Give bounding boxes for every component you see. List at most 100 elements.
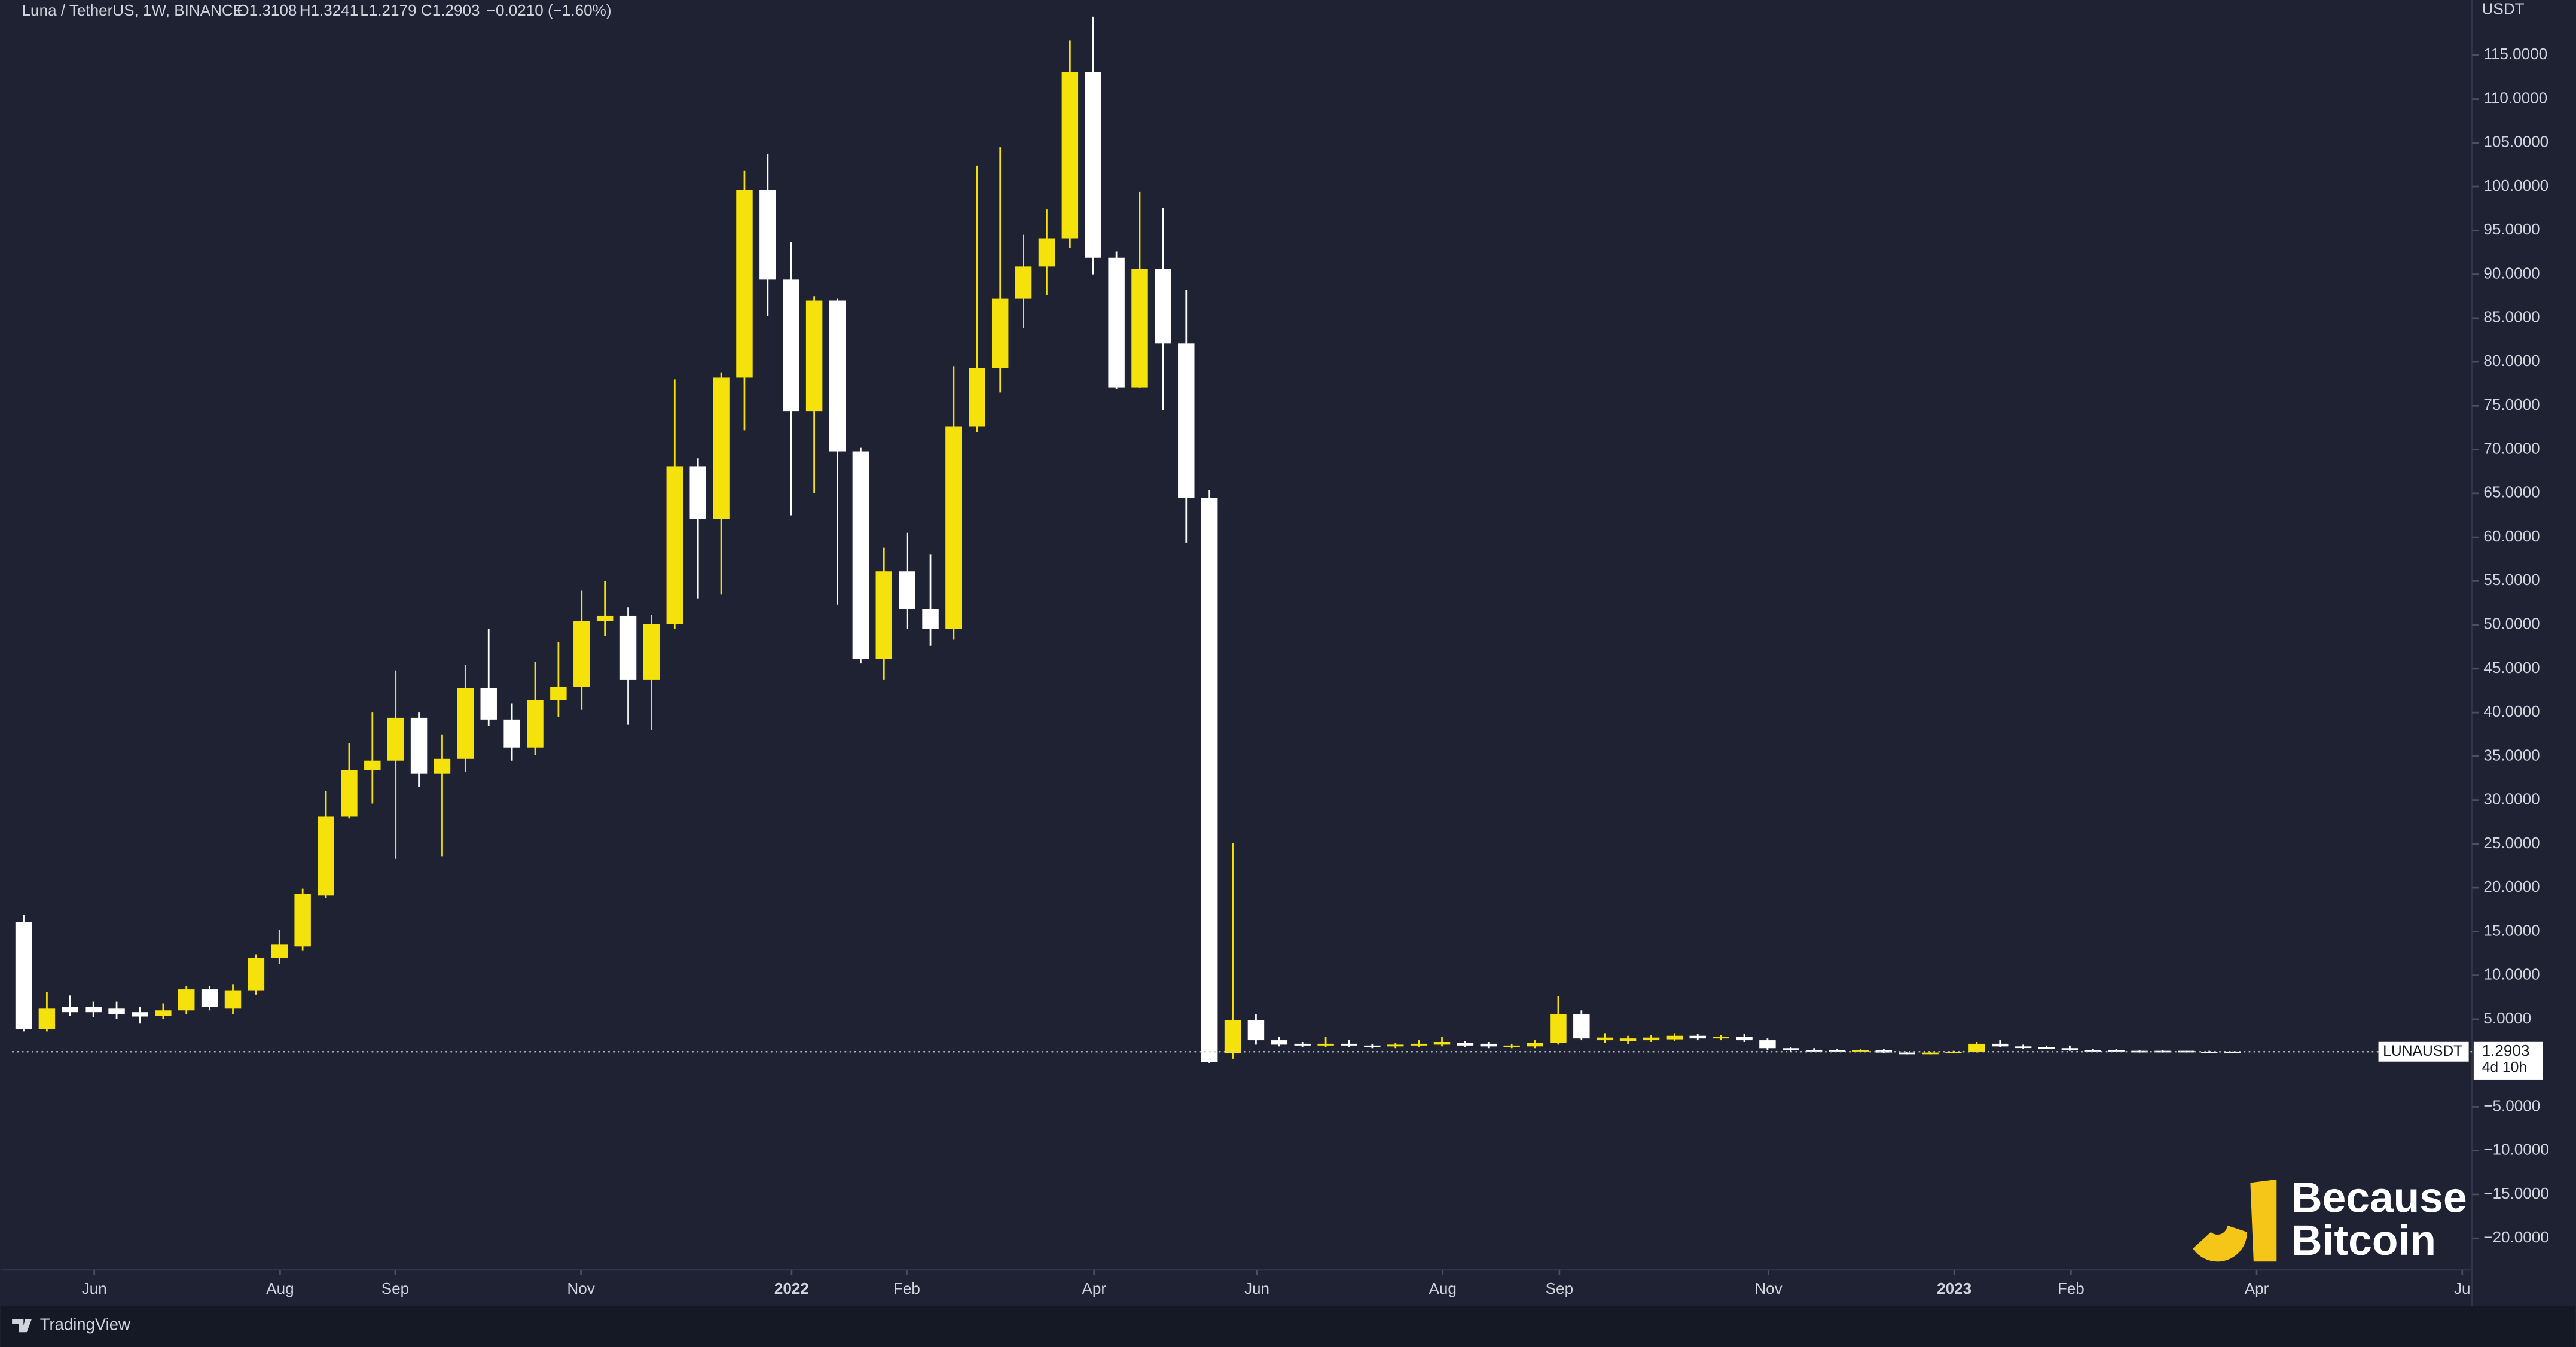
- candle-body: [1527, 1043, 1543, 1047]
- x-tick-label: 2022: [774, 1279, 809, 1297]
- candle-body: [1736, 1037, 1753, 1041]
- x-tick-label: Sep: [1546, 1279, 1573, 1297]
- candle-body: [155, 1010, 172, 1016]
- candle-body: [1503, 1045, 1520, 1047]
- candle-body: [410, 717, 428, 774]
- y-tick-label: 30.0000: [2483, 790, 2540, 808]
- watermark: Because Bitcoin: [2193, 1174, 2467, 1264]
- x-tick-label: Feb: [2058, 1279, 2084, 1297]
- candle-body: [108, 1008, 125, 1014]
- candle-body: [1643, 1037, 1660, 1041]
- y-tick-label: 70.0000: [2483, 439, 2540, 457]
- candle-body: [1713, 1037, 1729, 1039]
- candle-body: [201, 989, 218, 1007]
- candle-body: [364, 760, 381, 770]
- candle-body: [1922, 1052, 1939, 1055]
- ohlc-open: O1.3108: [237, 1, 297, 19]
- candle-body: [1945, 1052, 1962, 1053]
- candle-body: [1015, 266, 1032, 299]
- candle-body: [1666, 1035, 1683, 1040]
- candle-body: [852, 451, 869, 659]
- candle-body: [1317, 1043, 1334, 1046]
- candle-body: [1968, 1043, 1985, 1052]
- y-axis-label: USDT: [2482, 0, 2525, 17]
- candle-body: [527, 700, 544, 748]
- candle-body: [15, 922, 32, 1029]
- candle-body: [619, 615, 637, 680]
- candle-body: [1294, 1043, 1311, 1046]
- brand: TradingView: [40, 1315, 130, 1334]
- candle-body: [1875, 1050, 1893, 1053]
- footer-bar: [0, 1306, 2576, 1347]
- symbol-tag-label: LUNAUSDT: [2383, 1043, 2462, 1059]
- candle-body: [2154, 1050, 2171, 1053]
- candle-body: [1992, 1043, 2009, 1047]
- logo-arc: [2193, 1225, 2247, 1262]
- candle-body: [1271, 1040, 1288, 1045]
- countdown-label: 4d 10h: [2482, 1059, 2528, 1075]
- candle-body: [248, 958, 265, 991]
- candle-body: [1852, 1050, 1869, 1052]
- candle-body: [318, 816, 334, 896]
- candle-body: [1108, 257, 1125, 388]
- y-tick-label: 60.0000: [2483, 527, 2540, 545]
- candle-body: [1341, 1043, 1357, 1046]
- candle-body: [1689, 1035, 1706, 1039]
- candle-body: [387, 717, 404, 761]
- candle-body: [294, 894, 311, 947]
- x-tick-label: Sep: [381, 1279, 409, 1297]
- candle-body: [829, 300, 846, 452]
- candle-body: [38, 1008, 56, 1029]
- candle-body: [550, 687, 567, 700]
- y-tick-label: 95.0000: [2483, 220, 2540, 238]
- candle-body: [1387, 1044, 1404, 1047]
- symbol-tag: [2378, 1041, 2469, 1062]
- candle-body: [969, 368, 985, 427]
- y-tick-label: 105.0000: [2483, 133, 2548, 151]
- candle-body: [689, 466, 706, 519]
- candle-body: [132, 1012, 148, 1017]
- y-tick-label: 65.0000: [2483, 483, 2540, 501]
- candle-body: [1061, 72, 1079, 239]
- candle-body: [1480, 1043, 1497, 1047]
- change: −0.0210 (−1.60%): [487, 1, 612, 19]
- x-tick-label: Aug: [266, 1279, 294, 1297]
- candle-body: [271, 944, 288, 958]
- candle-body: [643, 624, 660, 680]
- candle-body: [1619, 1038, 1637, 1041]
- candle-body: [1178, 343, 1195, 498]
- candle-body: [945, 426, 962, 629]
- x-tick-label: Jun: [1244, 1279, 1269, 1297]
- candle-body: [2084, 1050, 2102, 1052]
- ohlc-low: L1.2179: [360, 1, 416, 19]
- candle-body: [1433, 1041, 1451, 1045]
- watermark-line2: Bitcoin: [2291, 1217, 2436, 1264]
- y-tick-label: −10.0000: [2483, 1141, 2549, 1159]
- candle-body: [1550, 1014, 1567, 1043]
- candle-body: [899, 571, 915, 609]
- x-tick-label: Jun: [82, 1279, 107, 1297]
- candle-body: [596, 615, 614, 621]
- candles: [15, 16, 2241, 1063]
- watermark-line1: Because: [2291, 1174, 2467, 1221]
- x-tick-label: 2023: [1937, 1279, 1971, 1297]
- candle-body: [805, 300, 823, 412]
- y-tick-label: 110.0000: [2483, 89, 2547, 106]
- candle-body: [713, 377, 730, 519]
- candle-body: [736, 190, 753, 378]
- price-tag: [2473, 1041, 2543, 1080]
- candle-body: [1131, 269, 1148, 388]
- candle-body: [1155, 269, 1171, 344]
- y-tick-label: 90.0000: [2483, 264, 2540, 282]
- candle-body: [434, 758, 451, 774]
- symbol: Luna / TetherUS, 1W, BINANCE: [22, 1, 244, 19]
- candle-body: [1085, 72, 1101, 258]
- y-tick-label: −15.0000: [2483, 1184, 2549, 1202]
- y-tick-label: 80.0000: [2483, 352, 2540, 370]
- logo-bar: [2250, 1179, 2277, 1262]
- y-tick-label: 85.0000: [2483, 308, 2540, 326]
- y-tick-label: 20.0000: [2483, 877, 2540, 895]
- legend-header: Luna / TetherUS, 1W, BINANCE O1.3108 H1.…: [22, 1, 612, 19]
- candle-body: [1573, 1014, 1590, 1039]
